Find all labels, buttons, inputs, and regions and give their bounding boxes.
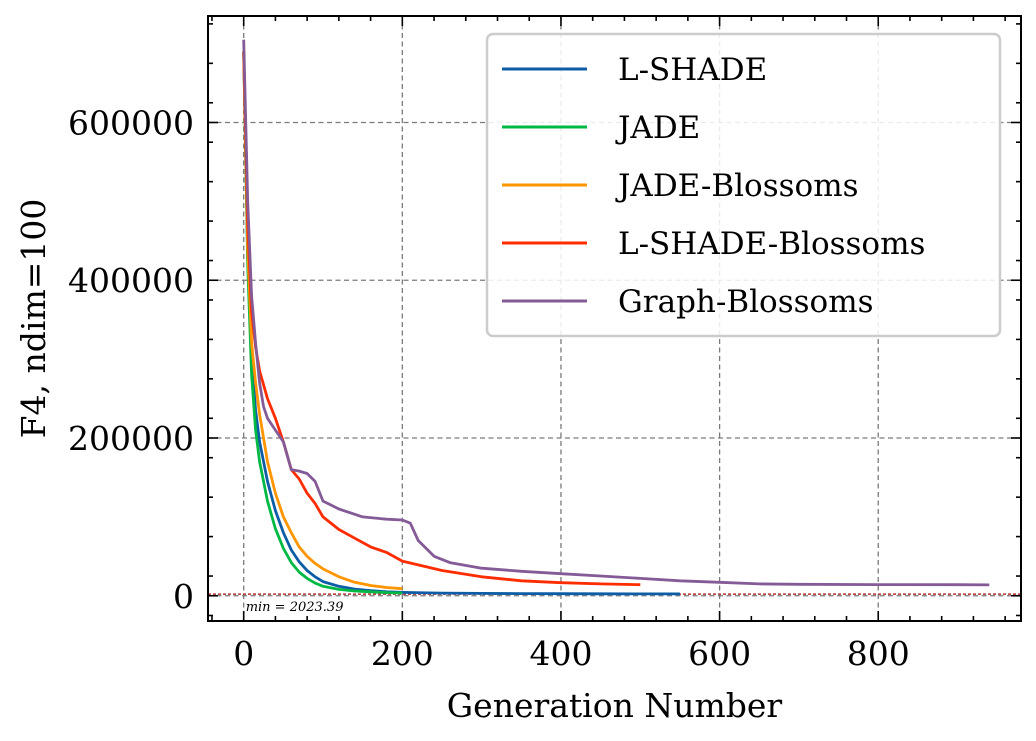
x-tick-label: 800 [847, 634, 910, 673]
legend-label: JADE-Blossoms [615, 168, 859, 204]
series-line-jade-blossoms [242, 51, 403, 591]
legend-label: L-SHADE [618, 52, 767, 88]
x-tick-label: 600 [688, 634, 751, 673]
series-line-l-shade [242, 51, 680, 596]
y-axis-label: F4, ndim=100 [14, 199, 53, 439]
y-tick-label: 200000 [68, 419, 194, 458]
legend-box [485, 32, 1002, 338]
series-line-jade [242, 51, 403, 595]
y-tick-label: 600000 [68, 103, 194, 142]
x-tick-label: 400 [529, 634, 592, 673]
series-line-graph-blossoms [242, 39, 990, 587]
legend-label: JADE [615, 110, 700, 146]
x-tick-label: 0 [233, 634, 254, 673]
axis-ticks [208, 16, 1021, 621]
series-lines [242, 39, 990, 596]
min-annotation: min = 2023.39 [246, 600, 344, 615]
legend: L-SHADE JADE JADE-Blossoms L-SHADE-Blossoms… [485, 32, 1002, 338]
y-tick-label: 0 [173, 577, 194, 616]
legend-label: L-SHADE-Blossoms [618, 226, 925, 262]
x-tick-labels: 0 200 400 600 800 [233, 634, 910, 673]
x-tick-label: 200 [371, 634, 434, 673]
plot-frame [207, 15, 1022, 622]
legend-label: Graph-Blossoms [618, 284, 874, 320]
y-tick-label: 400000 [68, 261, 194, 300]
x-axis-label: Generation Number [447, 686, 783, 725]
y-tick-labels: 0 200000 400000 600000 [68, 103, 194, 615]
reference-line-group: min = 2023.39 [208, 593, 1021, 615]
